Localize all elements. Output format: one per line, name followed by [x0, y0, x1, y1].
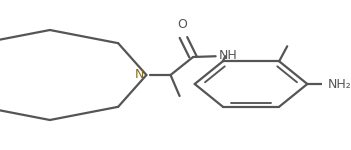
Text: N: N [135, 68, 144, 81]
Text: NH: NH [219, 49, 238, 62]
Text: NH₂: NH₂ [328, 78, 351, 90]
Text: O: O [177, 18, 187, 32]
